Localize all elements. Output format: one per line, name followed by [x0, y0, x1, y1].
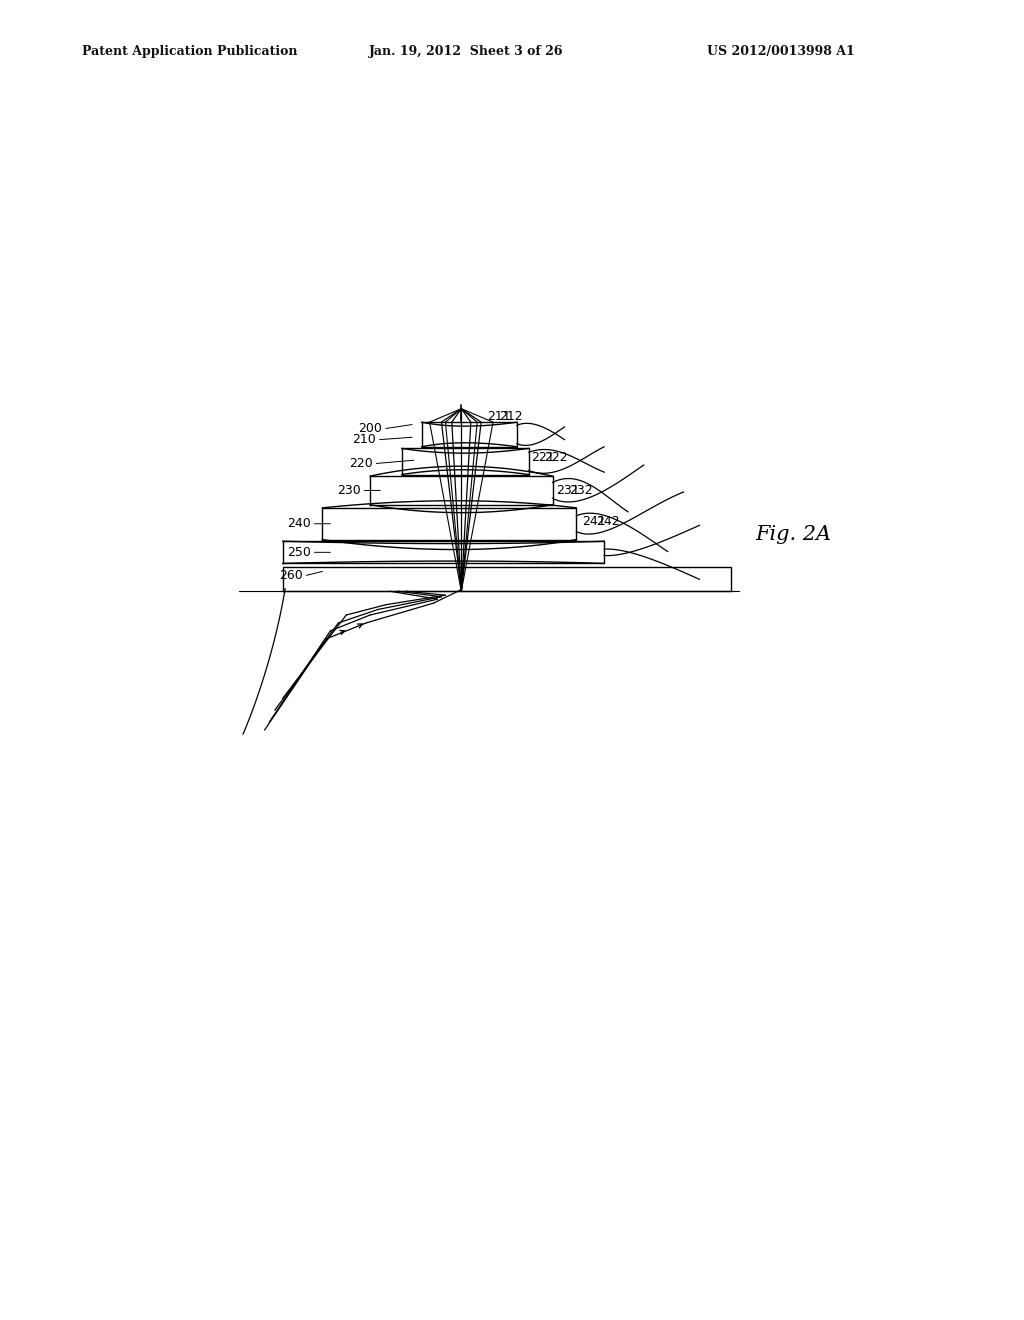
Text: US 2012/0013998 A1: US 2012/0013998 A1 — [707, 45, 854, 58]
Text: 230: 230 — [337, 484, 360, 496]
Text: 260: 260 — [279, 569, 303, 582]
Text: 222: 222 — [544, 451, 567, 465]
Text: 241: 241 — [582, 515, 605, 528]
Text: 250: 250 — [287, 546, 310, 558]
Text: 220: 220 — [349, 457, 373, 470]
Text: 200: 200 — [358, 422, 382, 436]
Text: 212: 212 — [500, 411, 523, 424]
Text: Fig. 2A: Fig. 2A — [755, 524, 831, 544]
Text: 242: 242 — [596, 515, 620, 528]
Text: 210: 210 — [352, 433, 376, 446]
Text: 221: 221 — [531, 451, 555, 465]
Text: Jan. 19, 2012  Sheet 3 of 26: Jan. 19, 2012 Sheet 3 of 26 — [369, 45, 563, 58]
Text: 231: 231 — [557, 484, 581, 496]
Text: 232: 232 — [569, 484, 593, 496]
Text: 211: 211 — [486, 411, 510, 424]
Text: Patent Application Publication: Patent Application Publication — [82, 45, 297, 58]
Text: 240: 240 — [287, 517, 310, 531]
